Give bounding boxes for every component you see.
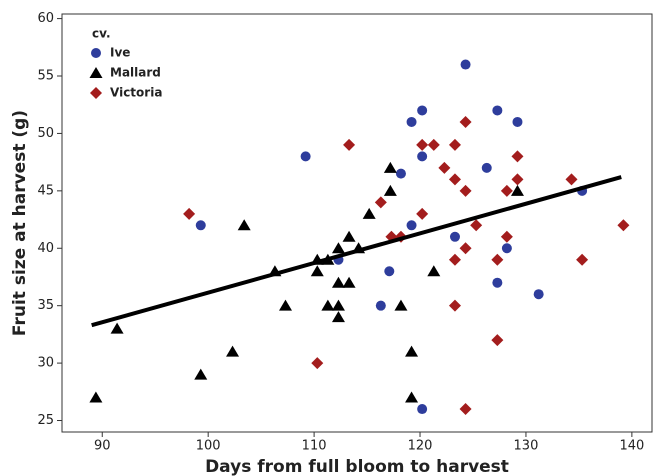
point [459, 115, 472, 128]
y-tick-label: 55 [37, 69, 54, 84]
point [331, 311, 345, 323]
y-axis-title: Fruit size at harvest (g) [10, 110, 30, 336]
point [481, 162, 492, 173]
point [416, 207, 429, 220]
point [331, 276, 345, 288]
trend-line [91, 175, 622, 328]
point [405, 345, 419, 357]
point [406, 220, 417, 231]
point [362, 207, 376, 219]
point [331, 299, 345, 311]
y-tick-label: 50 [37, 126, 54, 141]
point [417, 404, 428, 415]
point [416, 138, 429, 151]
point [310, 265, 324, 277]
point [459, 403, 472, 416]
point [510, 184, 524, 196]
point [311, 357, 324, 370]
legend-label: Ive [110, 46, 130, 60]
point [343, 138, 356, 151]
point [438, 161, 451, 174]
legend-label: Mallard [110, 66, 161, 80]
x-axis-title: Days from full bloom to harvest [205, 457, 509, 476]
point [300, 151, 311, 162]
point [237, 219, 251, 231]
point [384, 266, 395, 277]
legend-label: Victoria [110, 86, 162, 100]
y-tick-label: 40 [37, 241, 54, 256]
point [417, 105, 428, 116]
point [511, 173, 524, 186]
point [374, 196, 387, 209]
point [226, 345, 240, 357]
point [576, 253, 589, 266]
point [448, 173, 461, 186]
point [383, 184, 397, 196]
point [512, 116, 523, 127]
point [492, 105, 503, 116]
point [427, 138, 440, 151]
point [321, 299, 335, 311]
point [395, 168, 406, 179]
point [460, 59, 471, 70]
legend-marker [89, 67, 103, 78]
y-tick-label: 30 [37, 356, 54, 371]
point [194, 368, 208, 380]
legend-title: cv. [92, 27, 111, 41]
point [617, 219, 630, 232]
point [448, 138, 461, 151]
point [533, 289, 544, 300]
point [565, 173, 578, 186]
point [459, 184, 472, 197]
point [511, 150, 524, 163]
y-tick-label: 35 [37, 298, 54, 313]
point [331, 242, 345, 254]
point [470, 219, 483, 232]
point [417, 151, 428, 162]
point [449, 231, 460, 242]
point [183, 207, 196, 220]
x-tick-label: 130 [514, 439, 539, 454]
x-tick-label: 140 [619, 439, 644, 454]
point [448, 299, 461, 312]
x-tick-label: 100 [196, 439, 221, 454]
x-tick-label: 120 [408, 439, 433, 454]
point [491, 334, 504, 347]
point [427, 265, 441, 277]
point [492, 277, 503, 288]
plot-frame [61, 13, 653, 433]
point [375, 300, 386, 311]
point [383, 161, 397, 173]
point [110, 322, 124, 334]
x-tick-label: 110 [302, 439, 327, 454]
point [406, 116, 417, 127]
point [501, 243, 512, 254]
point [279, 299, 293, 311]
point [448, 253, 461, 266]
point [195, 220, 206, 231]
point [459, 242, 472, 255]
point [342, 276, 356, 288]
y-tick-label: 45 [37, 183, 54, 198]
legend-marker [90, 87, 102, 99]
point [89, 391, 103, 403]
y-tick-label: 60 [37, 11, 54, 26]
legend-marker [91, 48, 101, 58]
point [500, 184, 513, 197]
point [394, 299, 408, 311]
x-tick-label: 90 [94, 439, 111, 454]
point [405, 391, 419, 403]
point [342, 230, 356, 242]
y-tick-label: 25 [37, 413, 54, 428]
point [491, 253, 504, 266]
point [500, 230, 513, 243]
